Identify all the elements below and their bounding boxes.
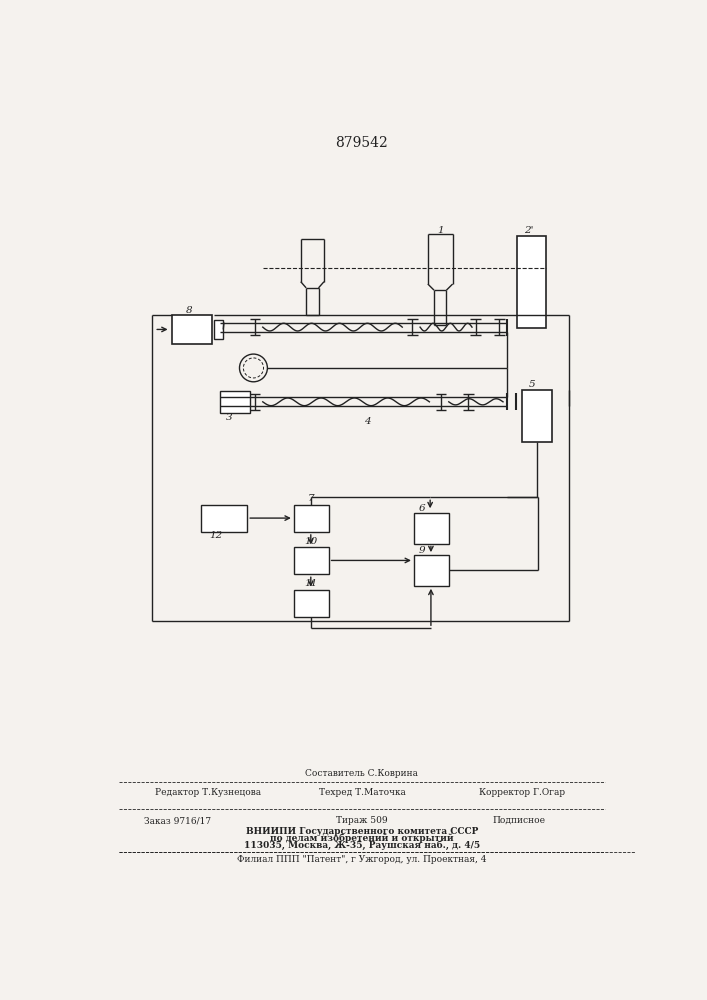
Bar (293, 590, 329, 617)
Text: 12: 12 (209, 531, 223, 540)
Text: Составитель С.Коврина: Составитель С.Коврина (305, 769, 419, 778)
Text: Филиал ППП "Патент", г Ужгород, ул. Проектная, 4: Филиал ППП "Патент", г Ужгород, ул. Прое… (238, 855, 486, 864)
Bar (293, 547, 329, 574)
Text: 8: 8 (186, 306, 192, 315)
Text: 3: 3 (226, 413, 233, 422)
Text: Подписное: Подписное (492, 816, 545, 825)
Bar (201, 505, 247, 532)
Text: Тираж 509: Тираж 509 (336, 816, 387, 825)
Bar (517, 235, 547, 328)
Text: 4: 4 (364, 417, 370, 426)
Text: 5: 5 (528, 380, 535, 389)
Text: ВНИИПИ Государственного комитета СССР: ВНИИПИ Государственного комитета СССР (246, 827, 478, 836)
Bar (172, 315, 212, 344)
Text: 10: 10 (304, 537, 317, 546)
Text: 6: 6 (419, 504, 425, 513)
Bar (414, 513, 449, 544)
Bar (220, 391, 250, 413)
Text: 2': 2' (524, 226, 533, 235)
Bar (522, 389, 552, 442)
Text: Корректор Г.Огар: Корректор Г.Огар (479, 788, 566, 797)
Bar (293, 505, 329, 532)
Text: 7: 7 (308, 494, 314, 503)
Text: 1: 1 (437, 226, 443, 235)
Text: Техред Т.Маточка: Техред Т.Маточка (319, 788, 405, 797)
Text: Редактор Т.Кузнецова: Редактор Т.Кузнецова (156, 788, 262, 797)
Text: 879542: 879542 (336, 136, 388, 150)
Text: 9: 9 (419, 546, 425, 555)
Bar (414, 555, 449, 586)
Text: по делам изобретений и открытий: по делам изобретений и открытий (270, 834, 454, 843)
Text: Заказ 9716/17: Заказ 9716/17 (144, 816, 211, 825)
Text: 11: 11 (304, 579, 317, 588)
Bar (214, 320, 223, 339)
Text: 113035, Москва, Ж-35, Раушская наб., д. 4/5: 113035, Москва, Ж-35, Раушская наб., д. … (244, 841, 480, 850)
